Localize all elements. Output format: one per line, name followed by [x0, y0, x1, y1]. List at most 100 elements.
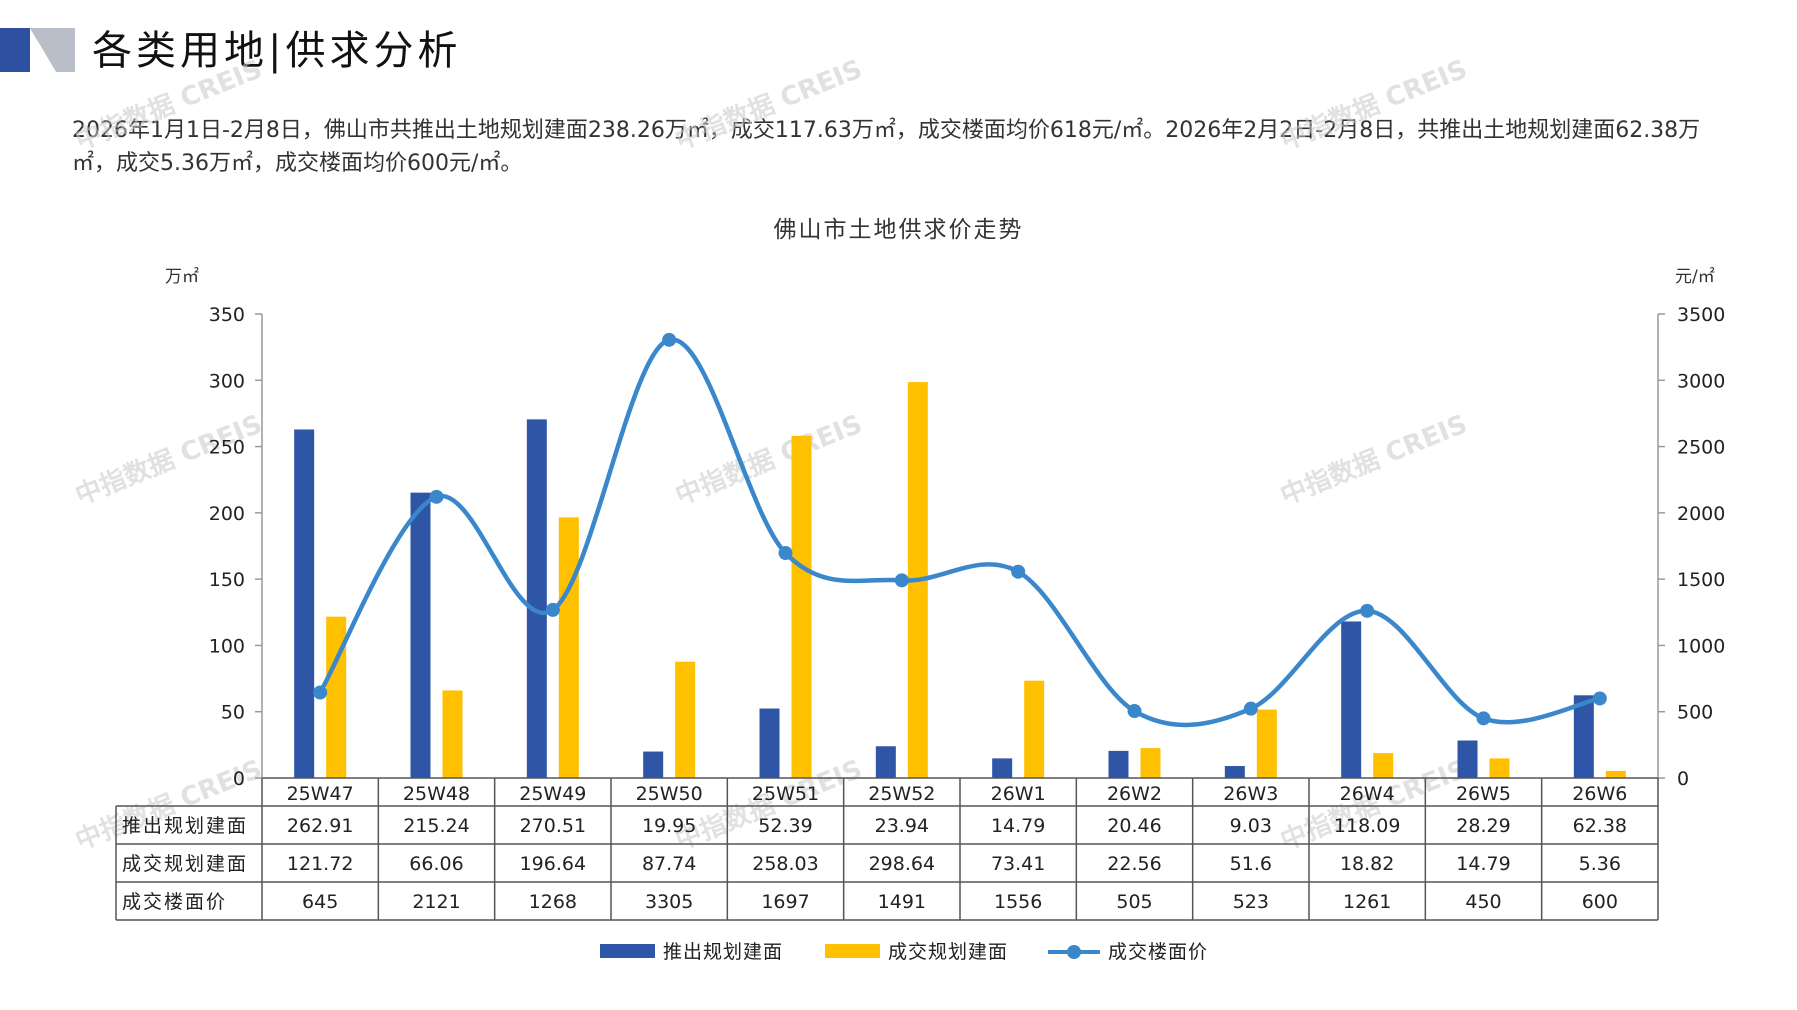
left-tick-label: 100 [209, 635, 245, 657]
x-tick-label: 25W51 [752, 783, 819, 805]
legend-label-price: 成交楼面价 [1108, 941, 1208, 963]
bar-supply [992, 758, 1013, 778]
legend-swatch-deal [825, 944, 880, 958]
table-cell: 262.91 [287, 815, 353, 837]
table-cell: 1261 [1343, 891, 1391, 913]
bar-supply [875, 746, 896, 778]
table-cell: 645 [302, 891, 338, 913]
bar-deal [1605, 770, 1626, 778]
right-tick-label: 2000 [1677, 503, 1725, 525]
watermark-text: 中指数据 CREIS [671, 54, 866, 156]
table-cell: 600 [1582, 891, 1618, 913]
bar-deal [1024, 680, 1045, 778]
table-cell: 450 [1465, 891, 1501, 913]
table-cell: 1556 [994, 891, 1042, 913]
legend-label-supply: 推出规划建面 [663, 941, 783, 963]
table-cell: 9.03 [1230, 815, 1272, 837]
table-cell: 73.41 [991, 853, 1045, 875]
table-cell: 215.24 [403, 815, 469, 837]
table-cell: 258.03 [752, 853, 818, 875]
x-tick-label: 25W47 [287, 783, 354, 805]
left-tick-label: 50 [221, 702, 245, 724]
bar-supply [1224, 766, 1245, 778]
table-cell: 28.29 [1456, 815, 1510, 837]
data-table: 25W47 25W48 25W49 25W50 25W51 25W52 26W1 26W2 26… [115, 777, 1659, 921]
right-tick-label: 500 [1677, 702, 1713, 724]
left-tick-label: 300 [209, 370, 245, 392]
chart-bars [294, 382, 1626, 778]
table-cell: 196.64 [520, 853, 586, 875]
table-cell: 22.56 [1107, 853, 1161, 875]
table-row-header: 成交规划建面 [122, 853, 248, 875]
bar-supply [759, 708, 780, 778]
page-title: 各类用地|供求分析 [92, 28, 462, 74]
x-tick-label: 26W2 [1107, 783, 1162, 805]
x-tick-label: 25W52 [868, 783, 935, 805]
left-tick-label: 150 [209, 569, 245, 591]
table-cell: 505 [1116, 891, 1152, 913]
right-tick-label: 2500 [1677, 437, 1725, 459]
table-cell: 1268 [529, 891, 577, 913]
watermark-text: 中指数据 CREIS [1276, 54, 1471, 156]
watermark-text: 中指数据 CREIS [671, 409, 866, 511]
table-cell: 66.06 [409, 853, 463, 875]
table-cell: 23.94 [875, 815, 929, 837]
bar-deal [1256, 709, 1277, 778]
table-cell: 20.46 [1107, 815, 1161, 837]
summary-paragraph: 2026年1月1日-2月8日，佛山市共推出土地规划建面238.26万㎡，成交11… [72, 118, 1701, 176]
bar-supply [1573, 695, 1594, 778]
table-cell: 298.64 [869, 853, 935, 875]
table-cell: 121.72 [287, 853, 353, 875]
left-tick-label: 350 [209, 304, 245, 326]
table-cell: 51.6 [1230, 853, 1272, 875]
bar-supply [1341, 621, 1362, 778]
table-cell: 62.38 [1573, 815, 1627, 837]
watermark-text: 中指数据 CREIS [71, 409, 266, 511]
bar-deal [326, 616, 347, 778]
table-cell: 3305 [645, 891, 693, 913]
x-tick-label: 26W6 [1572, 783, 1627, 805]
x-tick-label: 25W48 [403, 783, 470, 805]
x-tick-label: 26W3 [1223, 783, 1278, 805]
bar-deal [442, 690, 463, 778]
chart-title: 佛山市土地供求价走势 [773, 217, 1024, 243]
bar-supply [643, 751, 664, 778]
table-cell: 18.82 [1340, 853, 1394, 875]
right-tick-label: 3500 [1677, 304, 1725, 326]
left-tick-label: 250 [209, 437, 245, 459]
bar-supply [1457, 740, 1478, 778]
table-cell: 2121 [412, 891, 460, 913]
left-axis-unit: 万㎡ [165, 267, 199, 287]
price-point [1243, 701, 1258, 716]
right-tick-label: 1000 [1677, 635, 1725, 657]
table-cell: 118.09 [1334, 815, 1400, 837]
price-point [1476, 711, 1491, 726]
legend-label-deal: 成交规划建面 [888, 941, 1008, 963]
bar-deal [1489, 758, 1510, 778]
legend-swatch-supply [600, 944, 655, 958]
table-cell: 270.51 [520, 815, 586, 837]
watermark-text: 中指数据 CREIS [71, 54, 266, 156]
bar-deal [1373, 753, 1394, 778]
watermark-text: 中指数据 CREIS [1276, 409, 1471, 511]
left-tick-label: 200 [209, 503, 245, 525]
table-row-header: 成交楼面价 [122, 891, 227, 913]
price-point [1360, 603, 1375, 618]
table-cell: 19.95 [642, 815, 696, 837]
price-line-path [318, 337, 1601, 728]
x-tick-label: 25W50 [636, 783, 703, 805]
price-point [662, 332, 677, 347]
price-point [429, 489, 444, 504]
price-point [1127, 704, 1142, 719]
x-tick-label: 26W4 [1340, 783, 1395, 805]
price-line [313, 332, 1607, 728]
chart-legend: 推出规划建面 成交规划建面 成交楼面价 [600, 941, 1208, 963]
price-point [894, 573, 909, 588]
table-row-header: 推出规划建面 [122, 815, 248, 837]
right-axis-unit: 元/㎡ [1675, 267, 1715, 287]
x-tick-label: 26W1 [991, 783, 1046, 805]
legend-marker-price [1067, 945, 1081, 959]
price-point [313, 685, 328, 700]
bar-deal [1140, 748, 1161, 778]
